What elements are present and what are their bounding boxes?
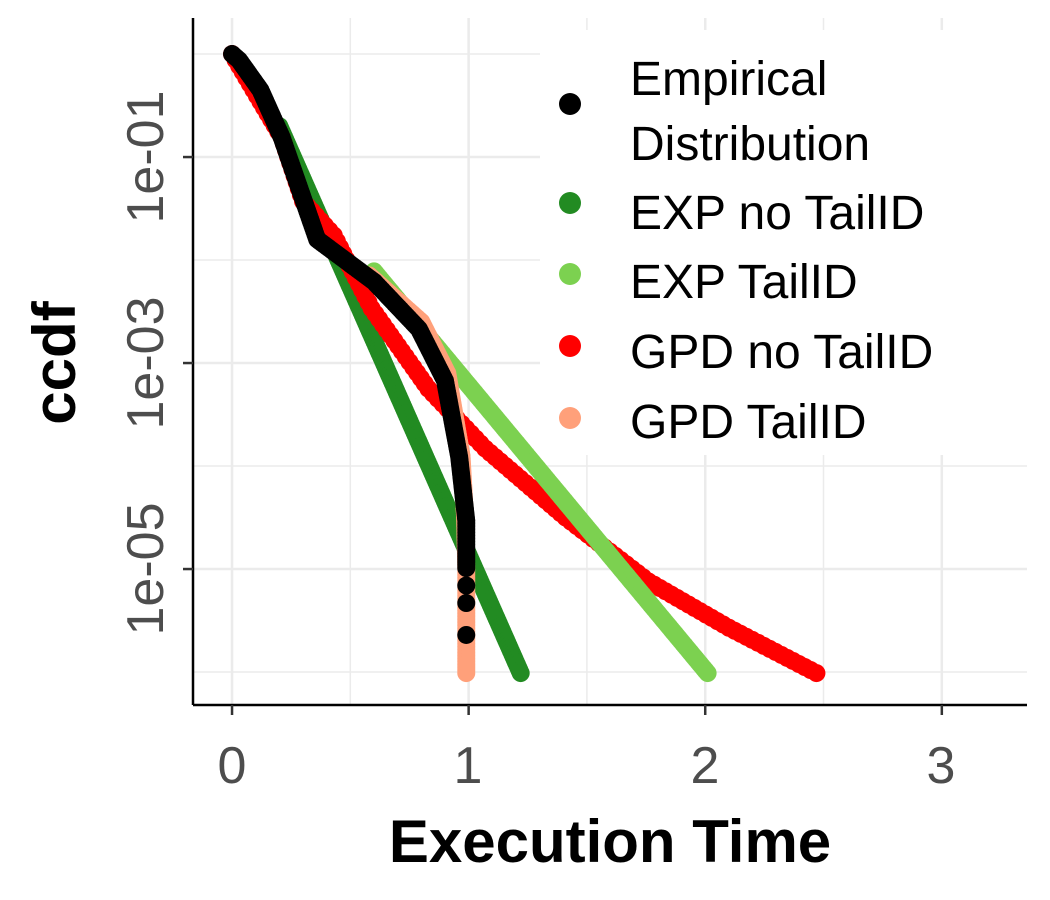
data-point	[457, 594, 476, 613]
data-point	[457, 664, 476, 683]
legend-label-empirical-2: Distribution	[630, 118, 870, 171]
legend: Empirical Distribution EXP no TailID EXP…	[559, 53, 933, 449]
legend-label-gpd-no-tailid: GPD no TailID	[630, 326, 933, 379]
legend-key-exp-tailid	[559, 263, 581, 285]
legend-key-exp-no-tailid	[559, 192, 581, 214]
legend-key-gpd-no-tailid	[559, 335, 581, 357]
legend-key-gpd-tailid	[559, 407, 581, 429]
legend-label-gpd-tailid: GPD TailID	[630, 396, 867, 449]
data-point	[457, 625, 476, 644]
ticks	[183, 155, 944, 715]
x-axis-title: Execution Time	[389, 808, 831, 875]
data-point	[698, 664, 717, 683]
legend-label-exp-tailid: EXP TailID	[630, 256, 858, 309]
y-tick-label-1e-01: 1e-01	[117, 91, 175, 224]
x-tick-label-3: 3	[927, 737, 956, 795]
legend-label-exp-no-tailid: EXP no TailID	[630, 187, 924, 240]
legend-background	[540, 30, 1027, 455]
legend-label-empirical-1: Empirical	[630, 53, 827, 106]
y-tick-label-1e-03: 1e-03	[117, 297, 175, 430]
data-point	[457, 559, 476, 578]
data-marks	[223, 45, 826, 683]
legend-key-empirical	[559, 93, 581, 115]
data-point	[457, 576, 476, 595]
y-axis-title: ccdf	[21, 300, 88, 424]
x-tick-label-1: 1	[454, 737, 483, 795]
data-point	[511, 664, 530, 683]
data-point	[807, 664, 826, 683]
x-tick-label-0: 0	[218, 737, 247, 795]
y-tick-label-1e-05: 1e-05	[117, 503, 175, 636]
series-empirical-distribution	[223, 45, 476, 644]
x-tick-label-2: 2	[691, 737, 720, 795]
